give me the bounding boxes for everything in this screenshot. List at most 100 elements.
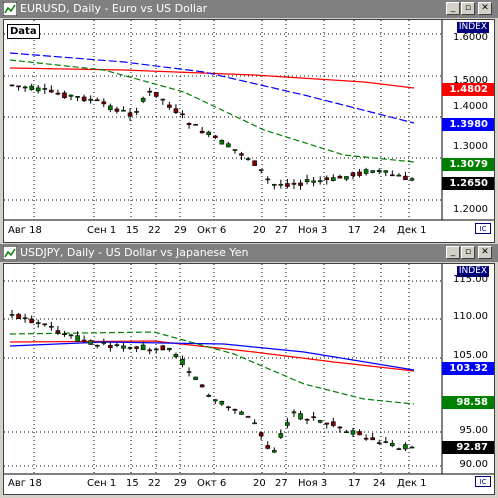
price-tag-close: 1.2650 <box>442 177 494 190</box>
candle-body <box>206 394 212 397</box>
candle-body <box>62 92 67 99</box>
x-tick: Ноя 3 <box>298 225 328 236</box>
candle-body <box>245 416 251 418</box>
ma-green-line <box>9 331 415 405</box>
candle-body <box>173 108 179 114</box>
candle-body <box>88 98 93 101</box>
candle-body <box>49 89 54 93</box>
minimize-button[interactable]: _ <box>446 246 460 259</box>
price-tag-ma-blue: 1.3980 <box>442 118 494 131</box>
chart-area[interactable]: INDEX 115.00 110.00 105.00 103.32 98.58 … <box>3 263 495 495</box>
candle-body <box>383 170 389 173</box>
candle-body <box>219 139 225 145</box>
candle-body <box>9 84 15 87</box>
candle-body <box>278 433 284 438</box>
candle-body <box>232 408 238 411</box>
candle-body <box>298 413 303 420</box>
candle-body <box>304 179 310 183</box>
candle-body <box>81 96 87 102</box>
candle-body <box>409 446 415 449</box>
candle-body <box>160 345 166 351</box>
candle-body <box>49 325 54 328</box>
candle-body <box>344 431 349 434</box>
candle-body <box>75 96 80 98</box>
price-chart[interactable] <box>4 264 495 495</box>
close-button[interactable]: ✕ <box>478 2 492 15</box>
y-tick: 1.2000 <box>453 204 488 215</box>
candle-body <box>390 174 395 177</box>
candle-body <box>376 170 382 173</box>
candle-body <box>226 406 231 409</box>
minimize-icon: _ <box>450 247 456 257</box>
candle-body <box>337 426 343 429</box>
candle-body <box>265 178 271 181</box>
candle-body <box>29 318 34 324</box>
candle-body <box>16 313 21 320</box>
minimize-button[interactable]: _ <box>446 2 460 15</box>
x-tick: Дек 1 <box>397 225 427 236</box>
candle-body <box>62 333 67 336</box>
candle-body <box>363 169 369 174</box>
candle-body <box>317 180 323 182</box>
candle-body <box>88 340 93 345</box>
candle-body <box>186 123 192 125</box>
price-tag-ma-green: 1.3079 <box>442 158 494 171</box>
candle-body <box>42 323 48 326</box>
chart-settings-icon[interactable]: IC <box>475 476 491 487</box>
chart-window-usdjpy[interactable]: USDJPY, Daily - US Dollar vs Japanese Ye… <box>0 244 498 498</box>
candle-body <box>271 450 277 453</box>
maximize-button[interactable]: ▫ <box>461 2 475 15</box>
x-tick: 17 <box>348 225 361 236</box>
candle-body <box>199 130 205 134</box>
price-chart[interactable] <box>4 20 495 243</box>
candle-body <box>94 344 100 347</box>
window-titlebar[interactable]: USDJPY, Daily - US Dollar vs Japanese Ye… <box>0 244 498 262</box>
y-tick: 105.00 <box>453 350 488 361</box>
x-tick: Авг 18 <box>8 478 42 489</box>
candle-body <box>42 88 48 90</box>
y-tick: 1.6000 <box>453 32 488 43</box>
candle-body <box>193 124 198 126</box>
candle-body <box>134 346 139 349</box>
candle-body <box>121 109 126 112</box>
candle-body <box>94 99 100 102</box>
x-tick: Дек 1 <box>397 478 427 489</box>
candle-body <box>180 113 185 116</box>
candle-body <box>147 349 153 352</box>
x-tick: Ноя 3 <box>298 478 328 489</box>
x-tick: Сен 1 <box>87 478 117 489</box>
window-title: EURUSD, Daily - Euro vs US Dollar <box>20 2 208 15</box>
chart-window-eurusd[interactable]: EURUSD, Daily - Euro vs US Dollar _ ▫ ✕ … <box>0 0 498 244</box>
data-label[interactable]: Data <box>7 24 40 39</box>
candle-body <box>167 347 172 351</box>
close-icon: ✕ <box>481 247 489 257</box>
candle-body <box>304 418 310 421</box>
maximize-button[interactable]: ▫ <box>461 246 475 259</box>
window-titlebar[interactable]: EURUSD, Daily - Euro vs US Dollar _ ▫ ✕ <box>0 0 498 18</box>
candle-body <box>252 422 257 425</box>
candle-body <box>271 184 277 186</box>
candle-body <box>101 101 107 105</box>
window-title: USDJPY, Daily - US Dollar vs Japanese Ye… <box>20 246 249 259</box>
candle-body <box>265 445 271 449</box>
candle-body <box>68 334 74 337</box>
chart-area[interactable]: Data INDEX 1.6000 1.5000 1.4000 1.4802 1… <box>3 19 495 243</box>
candle-body <box>114 344 120 346</box>
candle-body <box>396 448 402 450</box>
candle-body <box>331 177 336 181</box>
candle-body <box>180 358 185 365</box>
close-button[interactable]: ✕ <box>478 246 492 259</box>
candle-body <box>35 322 41 324</box>
candle-body <box>199 384 205 388</box>
candle-body <box>285 422 290 426</box>
candle-body <box>9 314 15 316</box>
candle-body <box>258 432 264 437</box>
candle-body <box>147 90 153 93</box>
candle-body <box>22 86 28 89</box>
candle-body <box>258 169 264 171</box>
x-tick: 29 <box>174 225 187 236</box>
candle-body <box>55 330 61 334</box>
candle-body <box>226 143 231 148</box>
candle-body <box>324 177 330 180</box>
chart-settings-icon[interactable]: IC <box>475 223 491 234</box>
